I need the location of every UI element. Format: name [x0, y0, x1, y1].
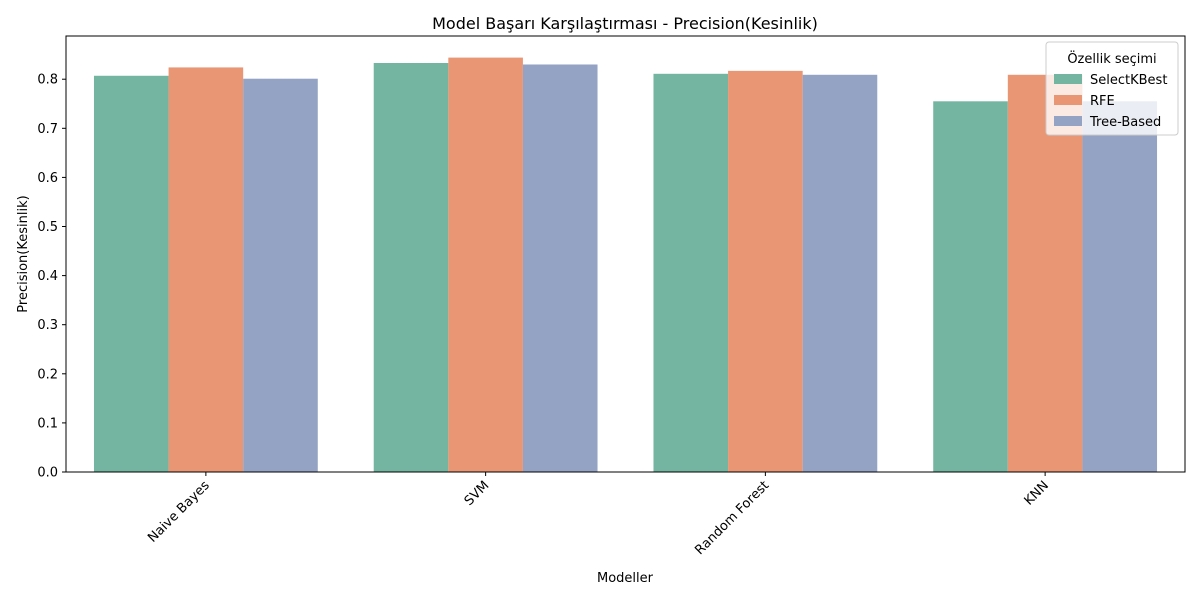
y-tick-label: 0.8 — [37, 73, 58, 88]
bar-knn-rfe — [1007, 74, 1083, 472]
bar-random-forest-selectkbest — [653, 73, 729, 472]
x-tick-label: KNN — [1022, 478, 1052, 508]
y-tick-label: 0.4 — [37, 269, 58, 284]
bar-naive-bayes-selectkbest — [93, 75, 169, 473]
x-axis-title: Modeller — [597, 571, 654, 586]
legend-swatch-rfe — [1054, 95, 1082, 105]
legend-label-selectkbest: SelectKBest — [1090, 73, 1167, 88]
y-tick-label: 0.7 — [37, 122, 58, 137]
bar-random-forest-rfe — [728, 70, 803, 473]
legend-entries: SelectKBest RFE Tree-Based — [1054, 73, 1167, 130]
legend-label-rfe: RFE — [1090, 94, 1115, 109]
bar-random-forest-tree-based — [802, 74, 878, 472]
legend-label-tree-based: Tree-Based — [1089, 115, 1161, 130]
bar-naive-bayes-tree-based — [243, 78, 318, 472]
y-tick-label: 0.2 — [37, 367, 58, 382]
bar-knn-tree-based — [1082, 101, 1158, 472]
y-tick-label: 0.3 — [37, 318, 58, 333]
y-tick-label: 0.5 — [37, 220, 58, 235]
plot-frame — [65, 35, 1186, 473]
bar-svm-selectkbest — [373, 63, 449, 472]
y-tick-label: 0.6 — [37, 171, 58, 186]
bar-svm-rfe — [448, 57, 523, 472]
legend-swatch-tree-based — [1054, 116, 1082, 126]
legend: Özellik seçimi SelectKBest RFE Tree-Based — [1045, 41, 1179, 136]
y-tick-label: 0.1 — [37, 416, 58, 431]
legend-frame — [1045, 41, 1179, 136]
y-tick-label: 0.0 — [37, 466, 58, 481]
x-tick-label: SVM — [462, 478, 493, 509]
bars-layer — [93, 57, 1158, 473]
bar-svm-tree-based — [522, 64, 598, 472]
bar-naive-bayes-rfe — [168, 67, 244, 472]
legend-swatch-selectkbest — [1054, 74, 1082, 84]
y-axis-title: Precision(Kesinlik) — [16, 195, 31, 312]
legend-title: Özellik seçimi — [1067, 50, 1156, 67]
chart-title: Model Başarı Karşılaştırması - Precision… — [432, 14, 818, 33]
bar-knn-selectkbest — [933, 101, 1008, 472]
x-tick-label: Naive Bayes — [145, 478, 213, 546]
x-tick-label: Random Forest — [692, 478, 772, 558]
